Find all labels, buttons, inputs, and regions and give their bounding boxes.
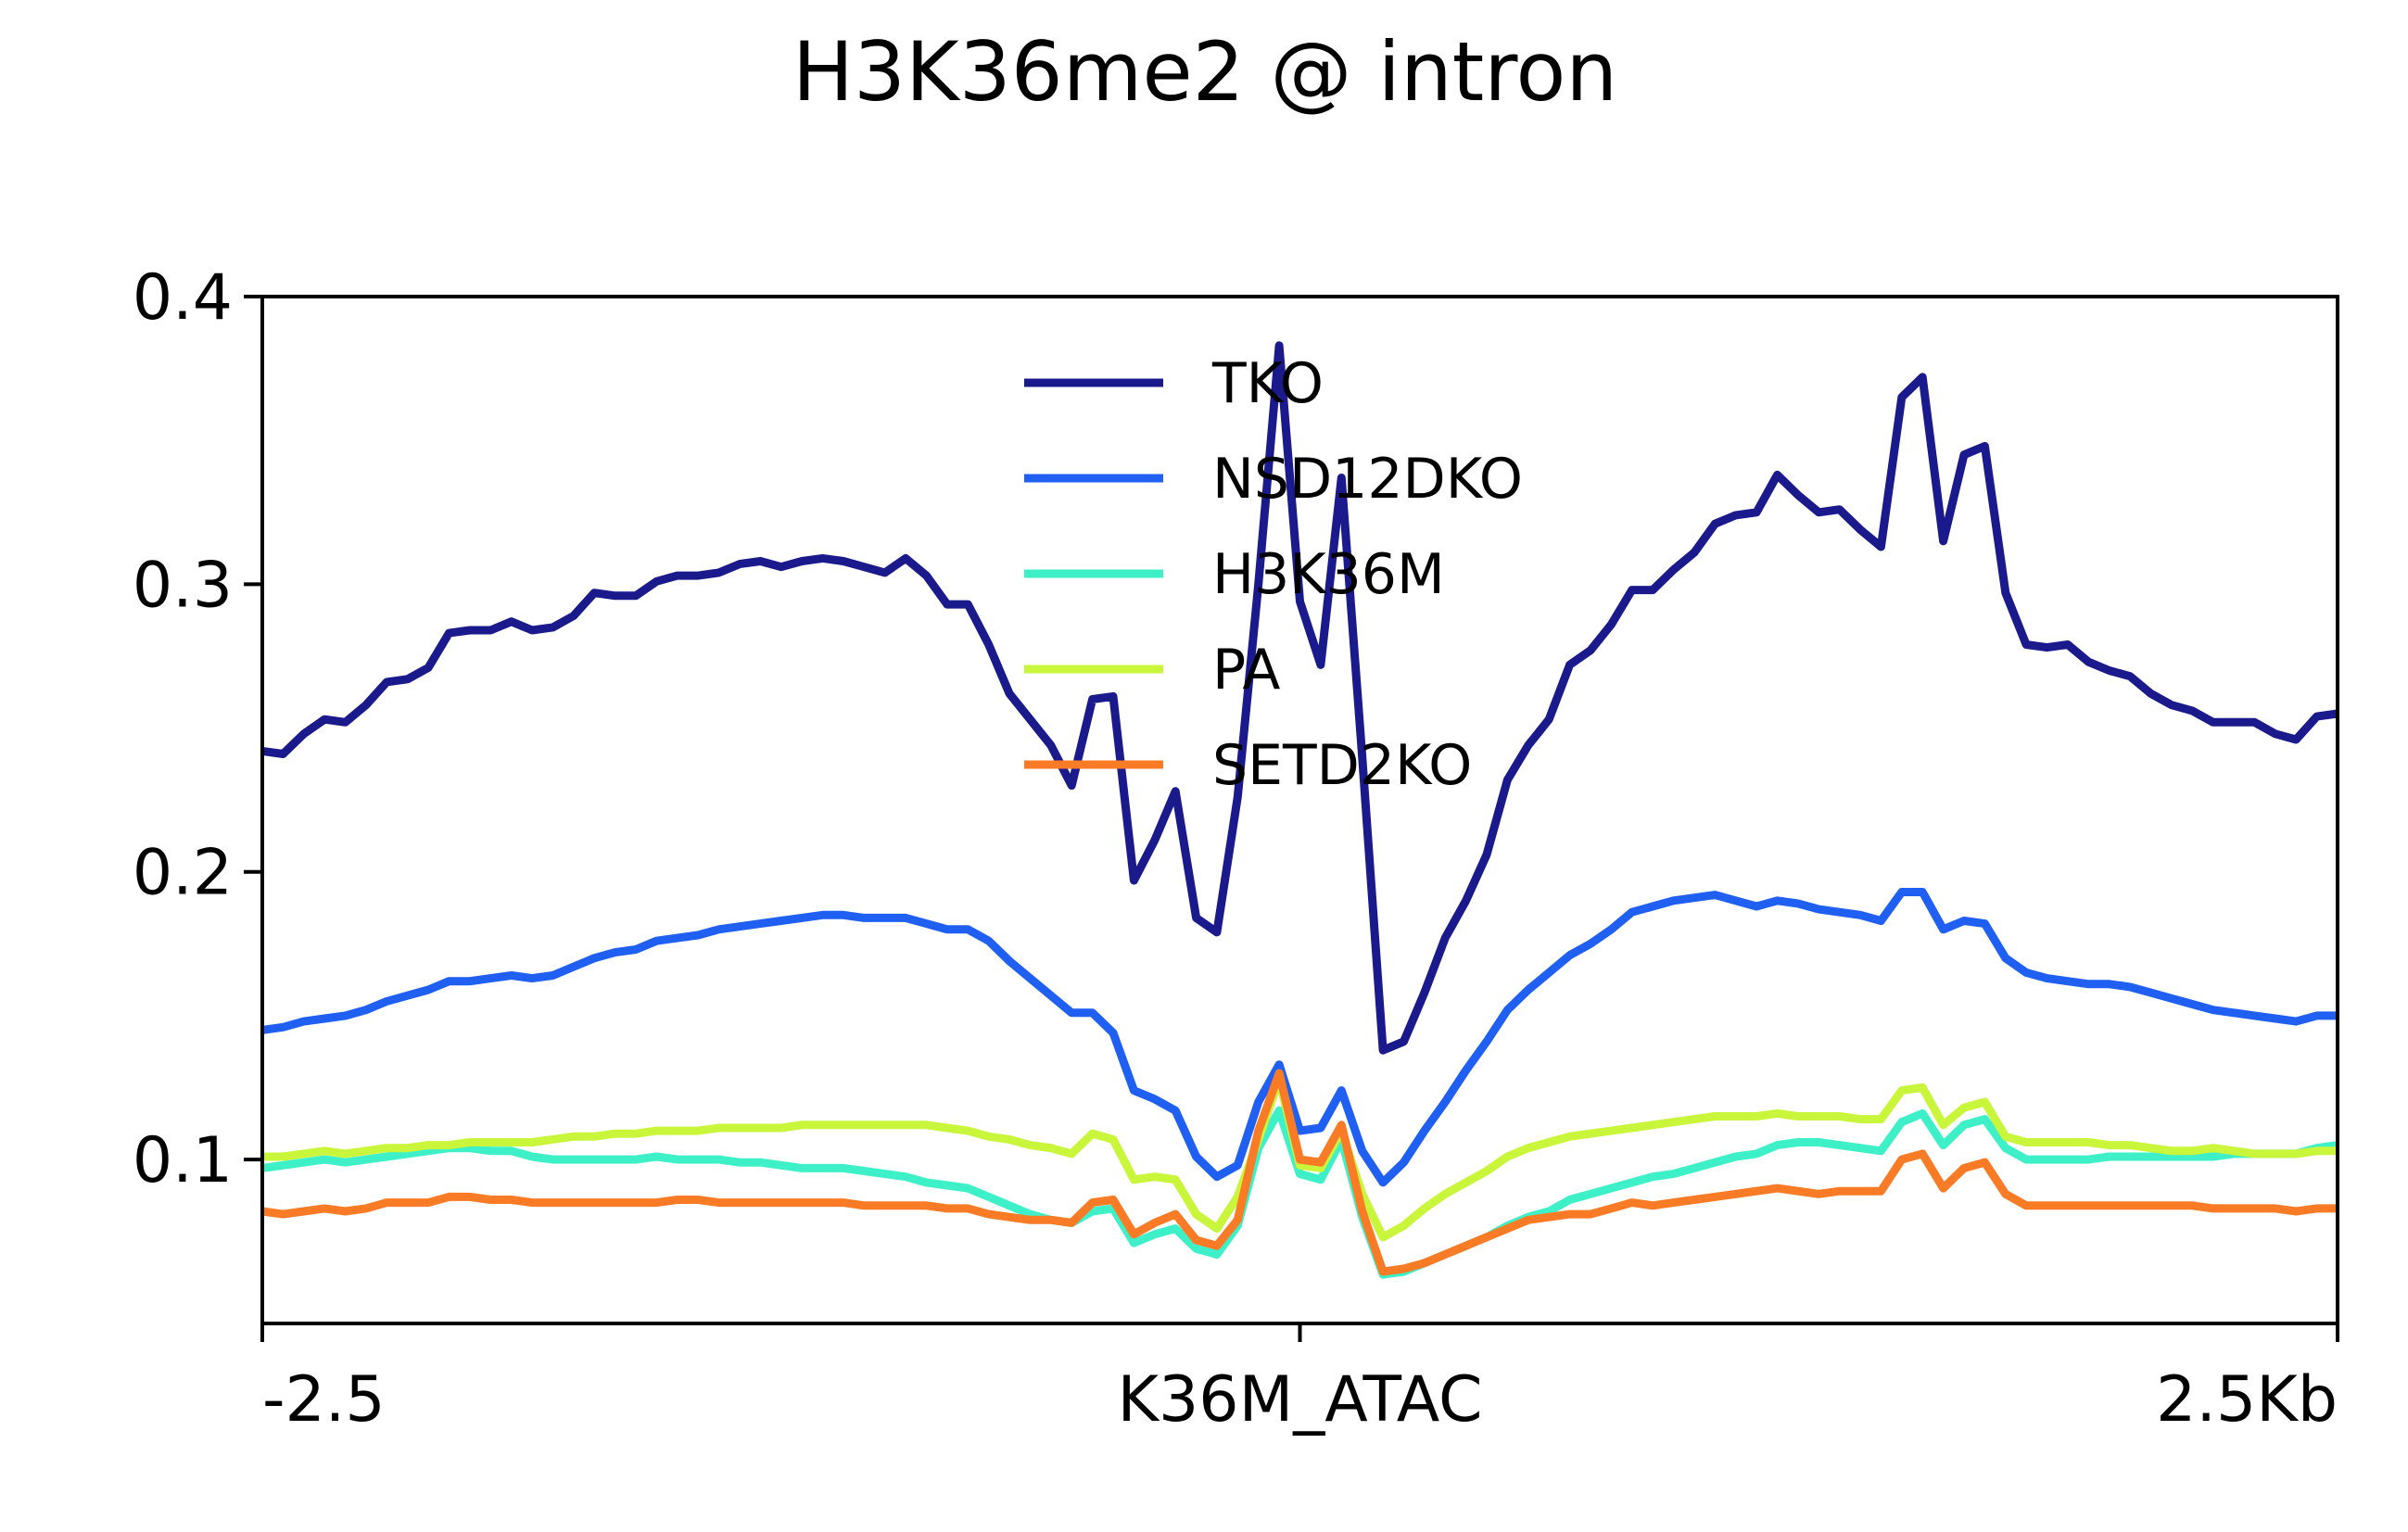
- y-tick-label: 0.1: [133, 1124, 233, 1197]
- legend: TKO NSD12DKO H3K36M PA SETD2KO: [1024, 351, 1523, 798]
- x-tick-label: K36M_ATAC: [1117, 1363, 1482, 1437]
- x-tick-label: -2.5: [262, 1363, 386, 1437]
- x-tick-label: 2.5Kb: [2156, 1363, 2338, 1437]
- legend-label-nsd12dko: NSD12DKO: [1212, 447, 1523, 512]
- series-line-h3k36m: [261, 1106, 2338, 1279]
- y-tick-label: 0.4: [133, 261, 233, 335]
- series-line-nsd12dko: [261, 888, 2338, 1187]
- chart-title: H3K36me2 @ intron: [792, 24, 1617, 120]
- x-axis: -2.5 K36M_ATAC 2.5Kb: [260, 1323, 2339, 1437]
- legend-label-pa: PA: [1212, 638, 1280, 703]
- y-tick-label: 0.3: [133, 549, 233, 622]
- legend-label-h3k36m: H3K36M: [1212, 542, 1445, 607]
- series-line-pa: [262, 1074, 2338, 1242]
- series-line-tko: [261, 341, 2338, 1055]
- series-layer: [261, 341, 2338, 1279]
- y-tick-label: 0.2: [133, 837, 233, 910]
- y-axis: 0.1 0.2 0.3 0.4: [133, 261, 262, 1197]
- series-line-setd2ko: [261, 1069, 2338, 1276]
- legend-label-setd2ko: SETD2KO: [1212, 733, 1472, 798]
- legend-label-tko: TKO: [1211, 351, 1324, 416]
